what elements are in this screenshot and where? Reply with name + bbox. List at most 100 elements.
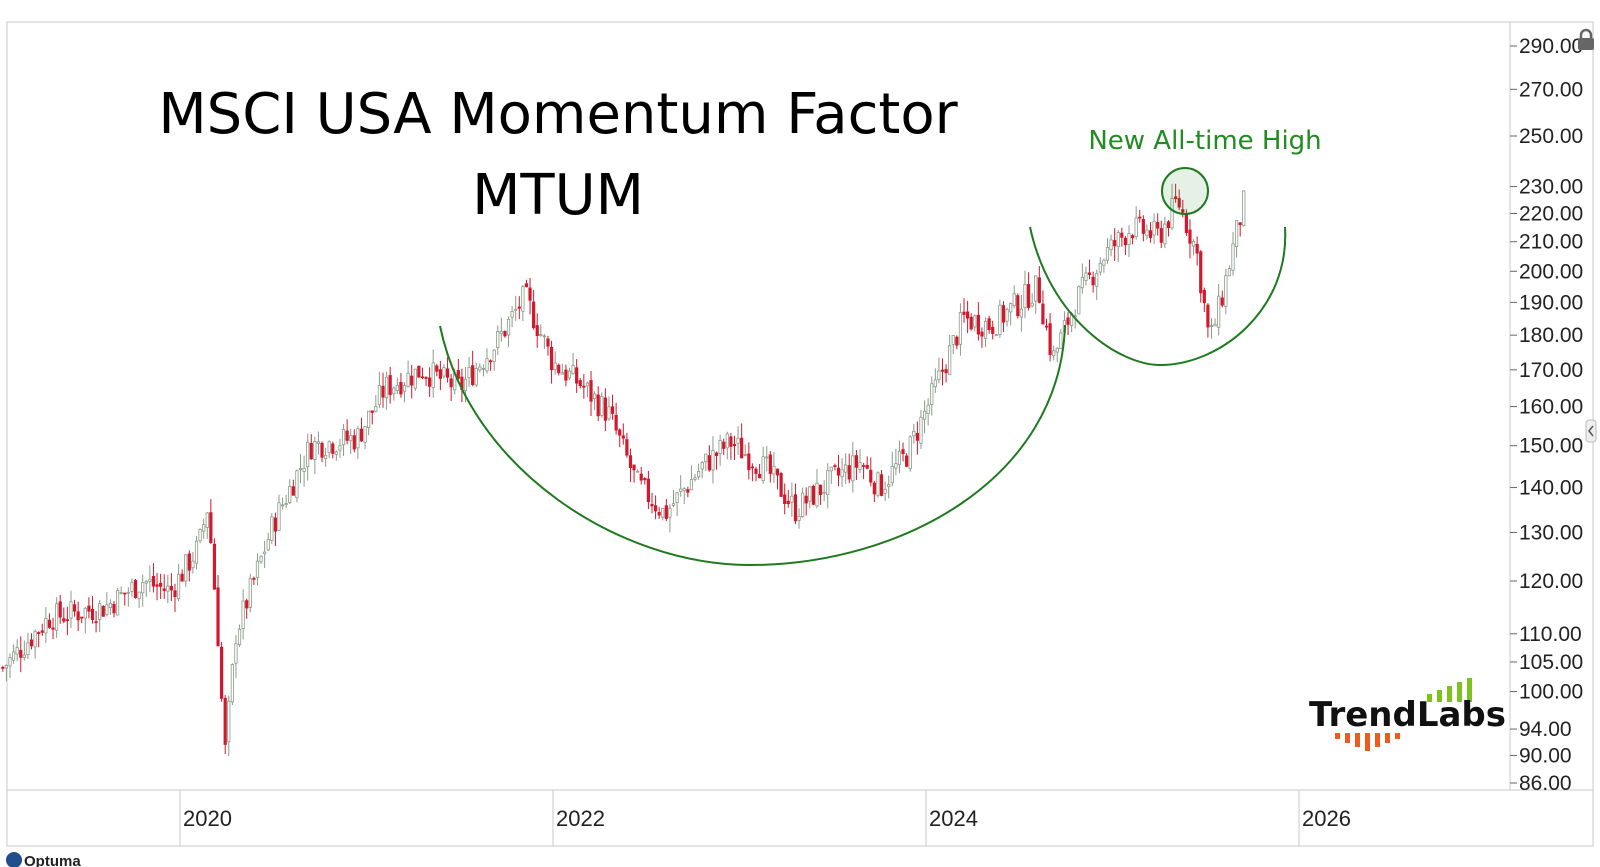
lock-icon[interactable]: [1578, 28, 1594, 50]
logo-bar: [1457, 682, 1462, 702]
candle-body: [664, 505, 668, 519]
logo-bar: [1365, 733, 1370, 751]
candle-body: [1084, 272, 1088, 281]
candle-body: [248, 578, 252, 608]
candle-body: [8, 657, 12, 667]
candle-body: [991, 326, 995, 334]
candle-body: [438, 369, 442, 379]
candle-body: [363, 426, 367, 443]
candle-body: [915, 432, 919, 441]
candle-body: [772, 465, 776, 475]
candle-body: [431, 362, 435, 388]
candle-body: [263, 551, 267, 555]
candle-body: [33, 631, 37, 648]
candle-body: [826, 470, 830, 496]
candle-body: [811, 485, 815, 505]
candle-body: [1041, 303, 1045, 325]
candle-body: [786, 500, 790, 505]
candle-body: [1059, 332, 1063, 350]
candle-body: [851, 455, 855, 482]
candle-body: [58, 601, 62, 618]
candle-body: [1174, 196, 1178, 200]
candle-body: [141, 582, 145, 594]
panel-collapse-icon[interactable]: [1585, 419, 1597, 443]
candle-body: [632, 464, 636, 471]
candle-body: [571, 365, 575, 375]
candle-body: [209, 512, 213, 543]
candle-body: [101, 605, 105, 617]
logo-bar: [1447, 686, 1452, 702]
candle-body: [435, 365, 439, 372]
candle-body: [897, 450, 902, 466]
candle-body: [1105, 247, 1110, 261]
candle-body: [905, 455, 909, 467]
candle-body: [277, 502, 281, 531]
logo-bar: [1467, 678, 1472, 702]
candle-body: [1199, 251, 1203, 294]
candle-body: [159, 582, 163, 587]
candle-body: [679, 488, 683, 492]
candle-body: [474, 368, 478, 386]
logo-bar: [1395, 733, 1400, 739]
handle-arc: [1029, 226, 1287, 367]
candle-body: [646, 478, 651, 503]
candle-body: [955, 336, 959, 346]
candle-body: [722, 441, 726, 449]
candle-body: [607, 406, 611, 420]
candle-body: [1120, 232, 1124, 238]
candle-body: [166, 585, 170, 592]
y-tick-label: 105.00: [1519, 651, 1583, 674]
candle-body: [205, 512, 209, 528]
candle-body: [908, 436, 912, 470]
candle-body: [876, 472, 880, 496]
candle-body: [1181, 209, 1185, 213]
candle-body: [428, 377, 432, 387]
candle-body: [686, 489, 690, 493]
candle-body: [341, 429, 346, 446]
candle-body: [255, 560, 260, 579]
candle-body: [922, 410, 927, 420]
candle-body: [399, 381, 403, 395]
candle-body: [610, 406, 615, 414]
candle-body: [445, 368, 450, 378]
candle-body: [359, 428, 364, 442]
candle-body: [958, 312, 963, 345]
candle-body: [1202, 289, 1206, 304]
candle-body: [273, 517, 278, 532]
y-tick-label: 190.00: [1519, 291, 1583, 314]
candle-body: [1009, 303, 1013, 313]
candle-body: [169, 585, 173, 591]
candle-body: [234, 643, 238, 664]
candle-body: [1052, 350, 1056, 357]
candle-body: [1213, 323, 1217, 327]
candle-body: [11, 651, 16, 661]
candle-body: [155, 584, 159, 587]
candle-body: [216, 587, 220, 647]
candle-body: [1166, 221, 1171, 228]
y-tick-label: 200.00: [1519, 260, 1583, 283]
candle-body: [202, 524, 206, 532]
candle-body: [309, 442, 313, 460]
candle-body: [1234, 220, 1239, 247]
candle-body: [693, 477, 697, 480]
candle-body: [126, 591, 130, 594]
candle-body: [227, 700, 231, 743]
candle-body: [840, 469, 844, 478]
candle-body: [119, 592, 123, 594]
candle-body: [40, 630, 44, 633]
candle-body: [1177, 198, 1181, 208]
candle-body: [471, 365, 475, 386]
cup-arc: [439, 324, 1066, 567]
trendlabs-logo: TrendLabs: [1309, 678, 1506, 751]
candle-body: [259, 555, 263, 563]
candle-body: [316, 441, 321, 444]
candle-body: [564, 369, 568, 381]
candle-body: [481, 368, 486, 370]
candle-body: [1037, 277, 1041, 303]
y-axis-ticks: 290.00 270.00 250.00 230.00 220.00 210.00 200.…: [1510, 35, 1583, 795]
candle-body: [338, 445, 342, 451]
candle-body: [650, 504, 654, 507]
candle-body: [334, 451, 338, 455]
candle-body: [596, 394, 600, 417]
candle-body: [869, 469, 873, 483]
